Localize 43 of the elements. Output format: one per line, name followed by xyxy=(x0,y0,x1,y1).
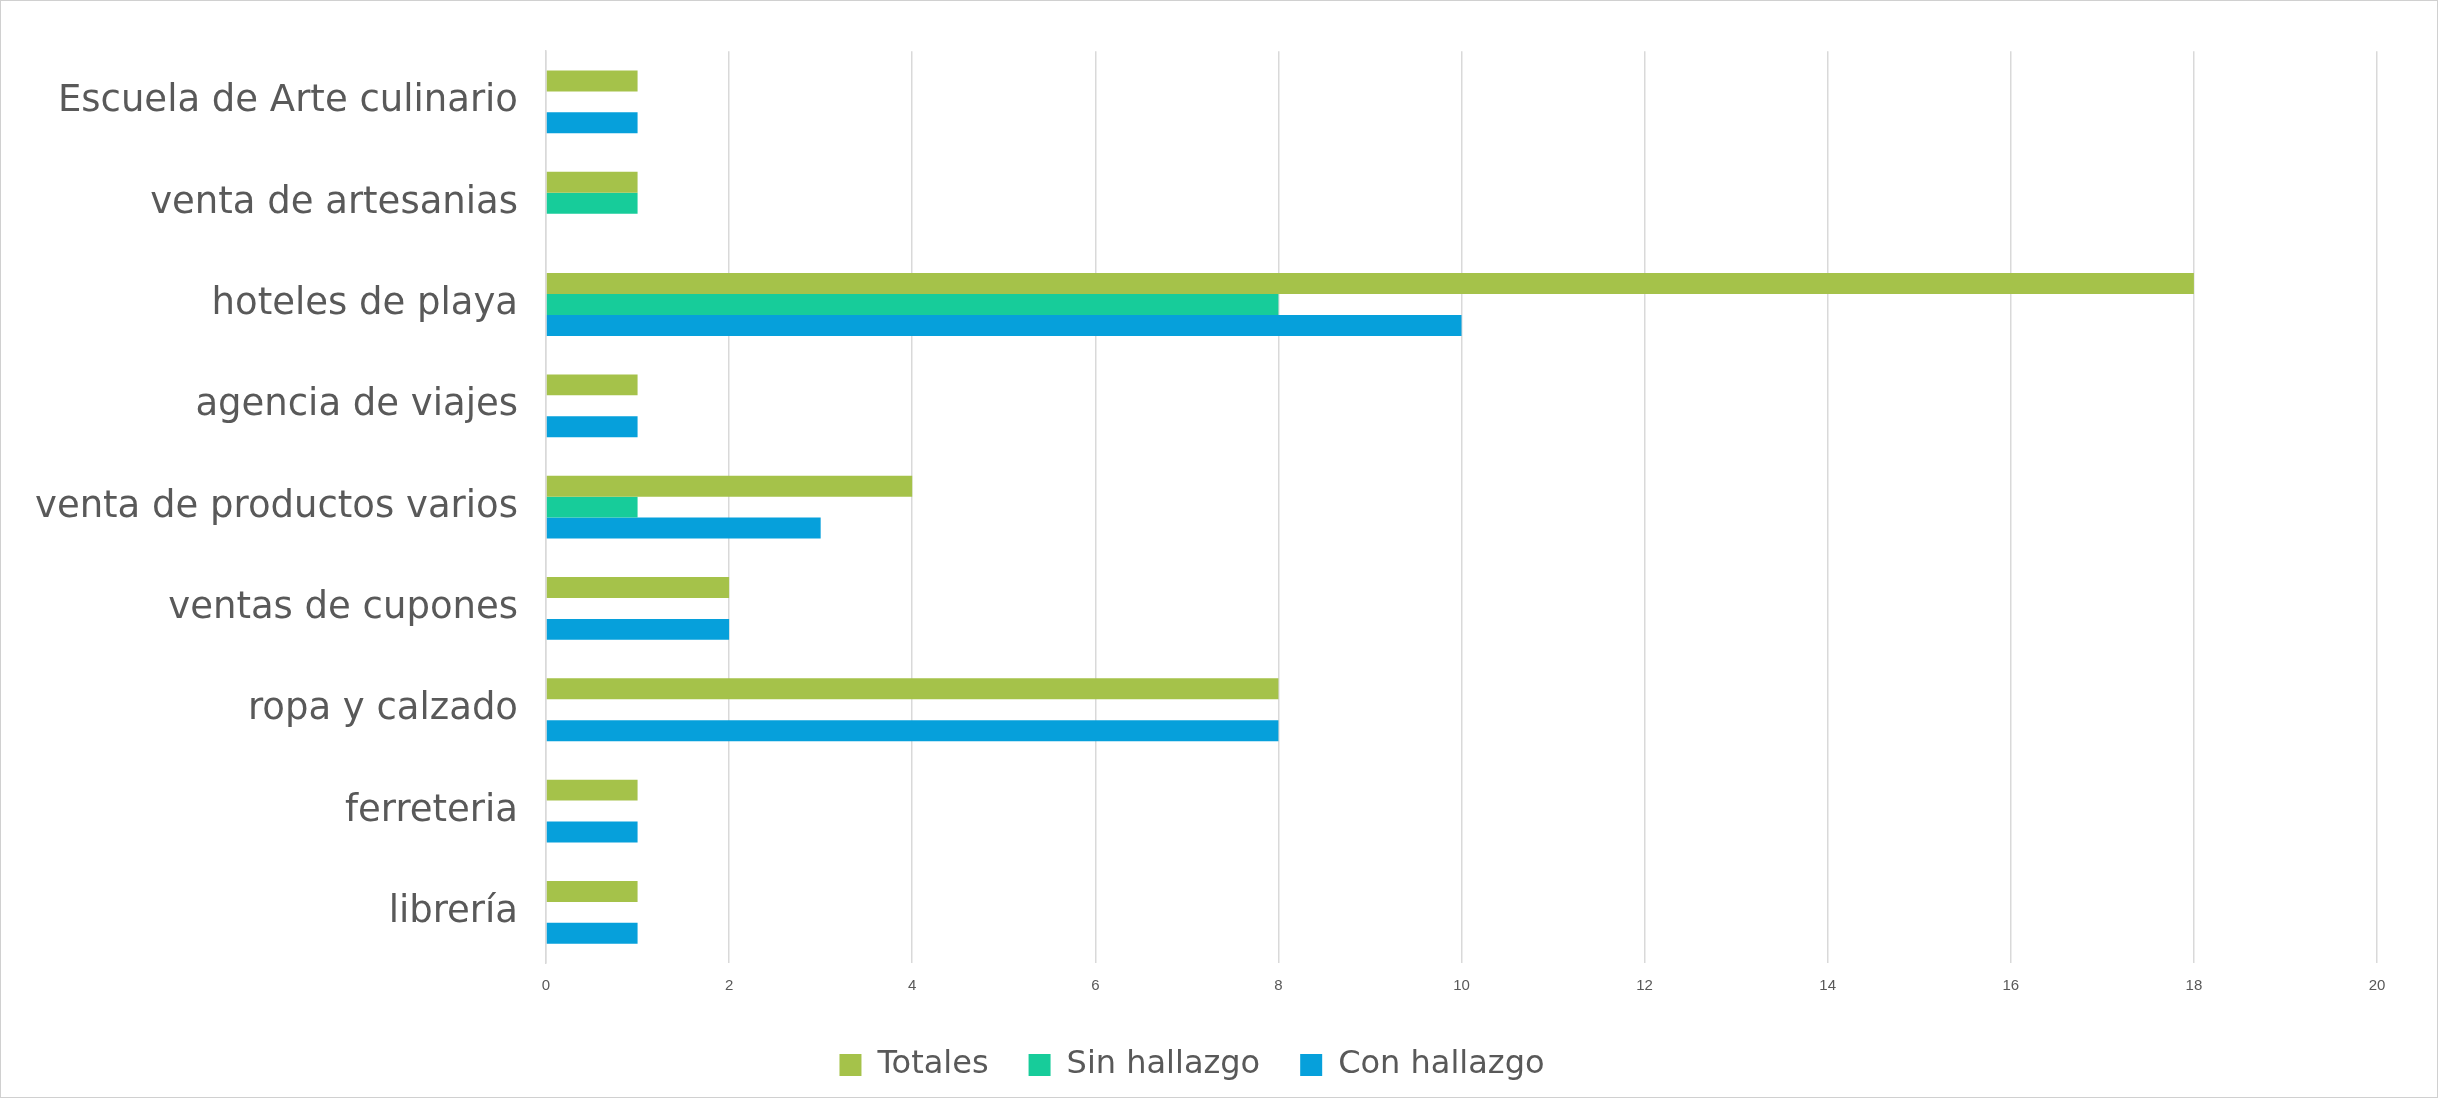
y-tick-label: librería xyxy=(388,887,519,931)
x-tick-label: 0 xyxy=(541,976,551,994)
bar xyxy=(546,314,1462,336)
bar xyxy=(546,496,638,518)
bar xyxy=(546,192,638,214)
x-tick-label: 20 xyxy=(2368,976,2386,994)
legend-label: Con hallazgo xyxy=(1338,1043,1545,1082)
x-tick-label: 10 xyxy=(1453,976,1470,994)
x-tick-label: 8 xyxy=(1274,976,1283,994)
bar xyxy=(546,475,913,497)
y-tick-label: venta de productos varios xyxy=(34,482,519,526)
bar xyxy=(546,922,638,944)
x-tick-label: 16 xyxy=(2002,976,2020,994)
legend-label: Sin hallazgo xyxy=(1066,1043,1261,1082)
x-tick-label: 4 xyxy=(908,976,917,994)
x-tick-label: 14 xyxy=(1819,976,1837,994)
y-tick-label: ropa y calzado xyxy=(247,685,519,729)
bar xyxy=(546,577,730,598)
x-tick-label: 12 xyxy=(1636,976,1653,994)
y-tick-label: ferreteria xyxy=(345,786,519,830)
bar xyxy=(546,171,638,193)
legend-label: Totales xyxy=(876,1043,989,1082)
x-tick-label: 18 xyxy=(2185,976,2203,994)
bar xyxy=(546,273,2194,295)
bar xyxy=(546,720,1279,742)
bar xyxy=(546,70,638,92)
y-tick-label: ventas de cupones xyxy=(168,584,519,628)
bar xyxy=(546,112,638,134)
y-tick-label: venta de artesanias xyxy=(150,178,519,222)
bar xyxy=(546,618,730,640)
bar xyxy=(546,374,638,396)
bar xyxy=(546,294,1279,315)
bar xyxy=(546,678,1279,700)
y-tick-label: hoteles de playa xyxy=(211,280,519,324)
y-tick-label: agencia de viajes xyxy=(195,381,519,425)
bar xyxy=(546,779,638,801)
x-tick-label: 6 xyxy=(1091,976,1100,994)
bar xyxy=(546,821,638,843)
bar xyxy=(546,880,638,902)
bar xyxy=(546,416,638,438)
bar xyxy=(546,517,821,539)
x-tick-label: 2 xyxy=(724,976,734,994)
y-tick-label: Escuela de Arte culinario xyxy=(57,77,519,121)
